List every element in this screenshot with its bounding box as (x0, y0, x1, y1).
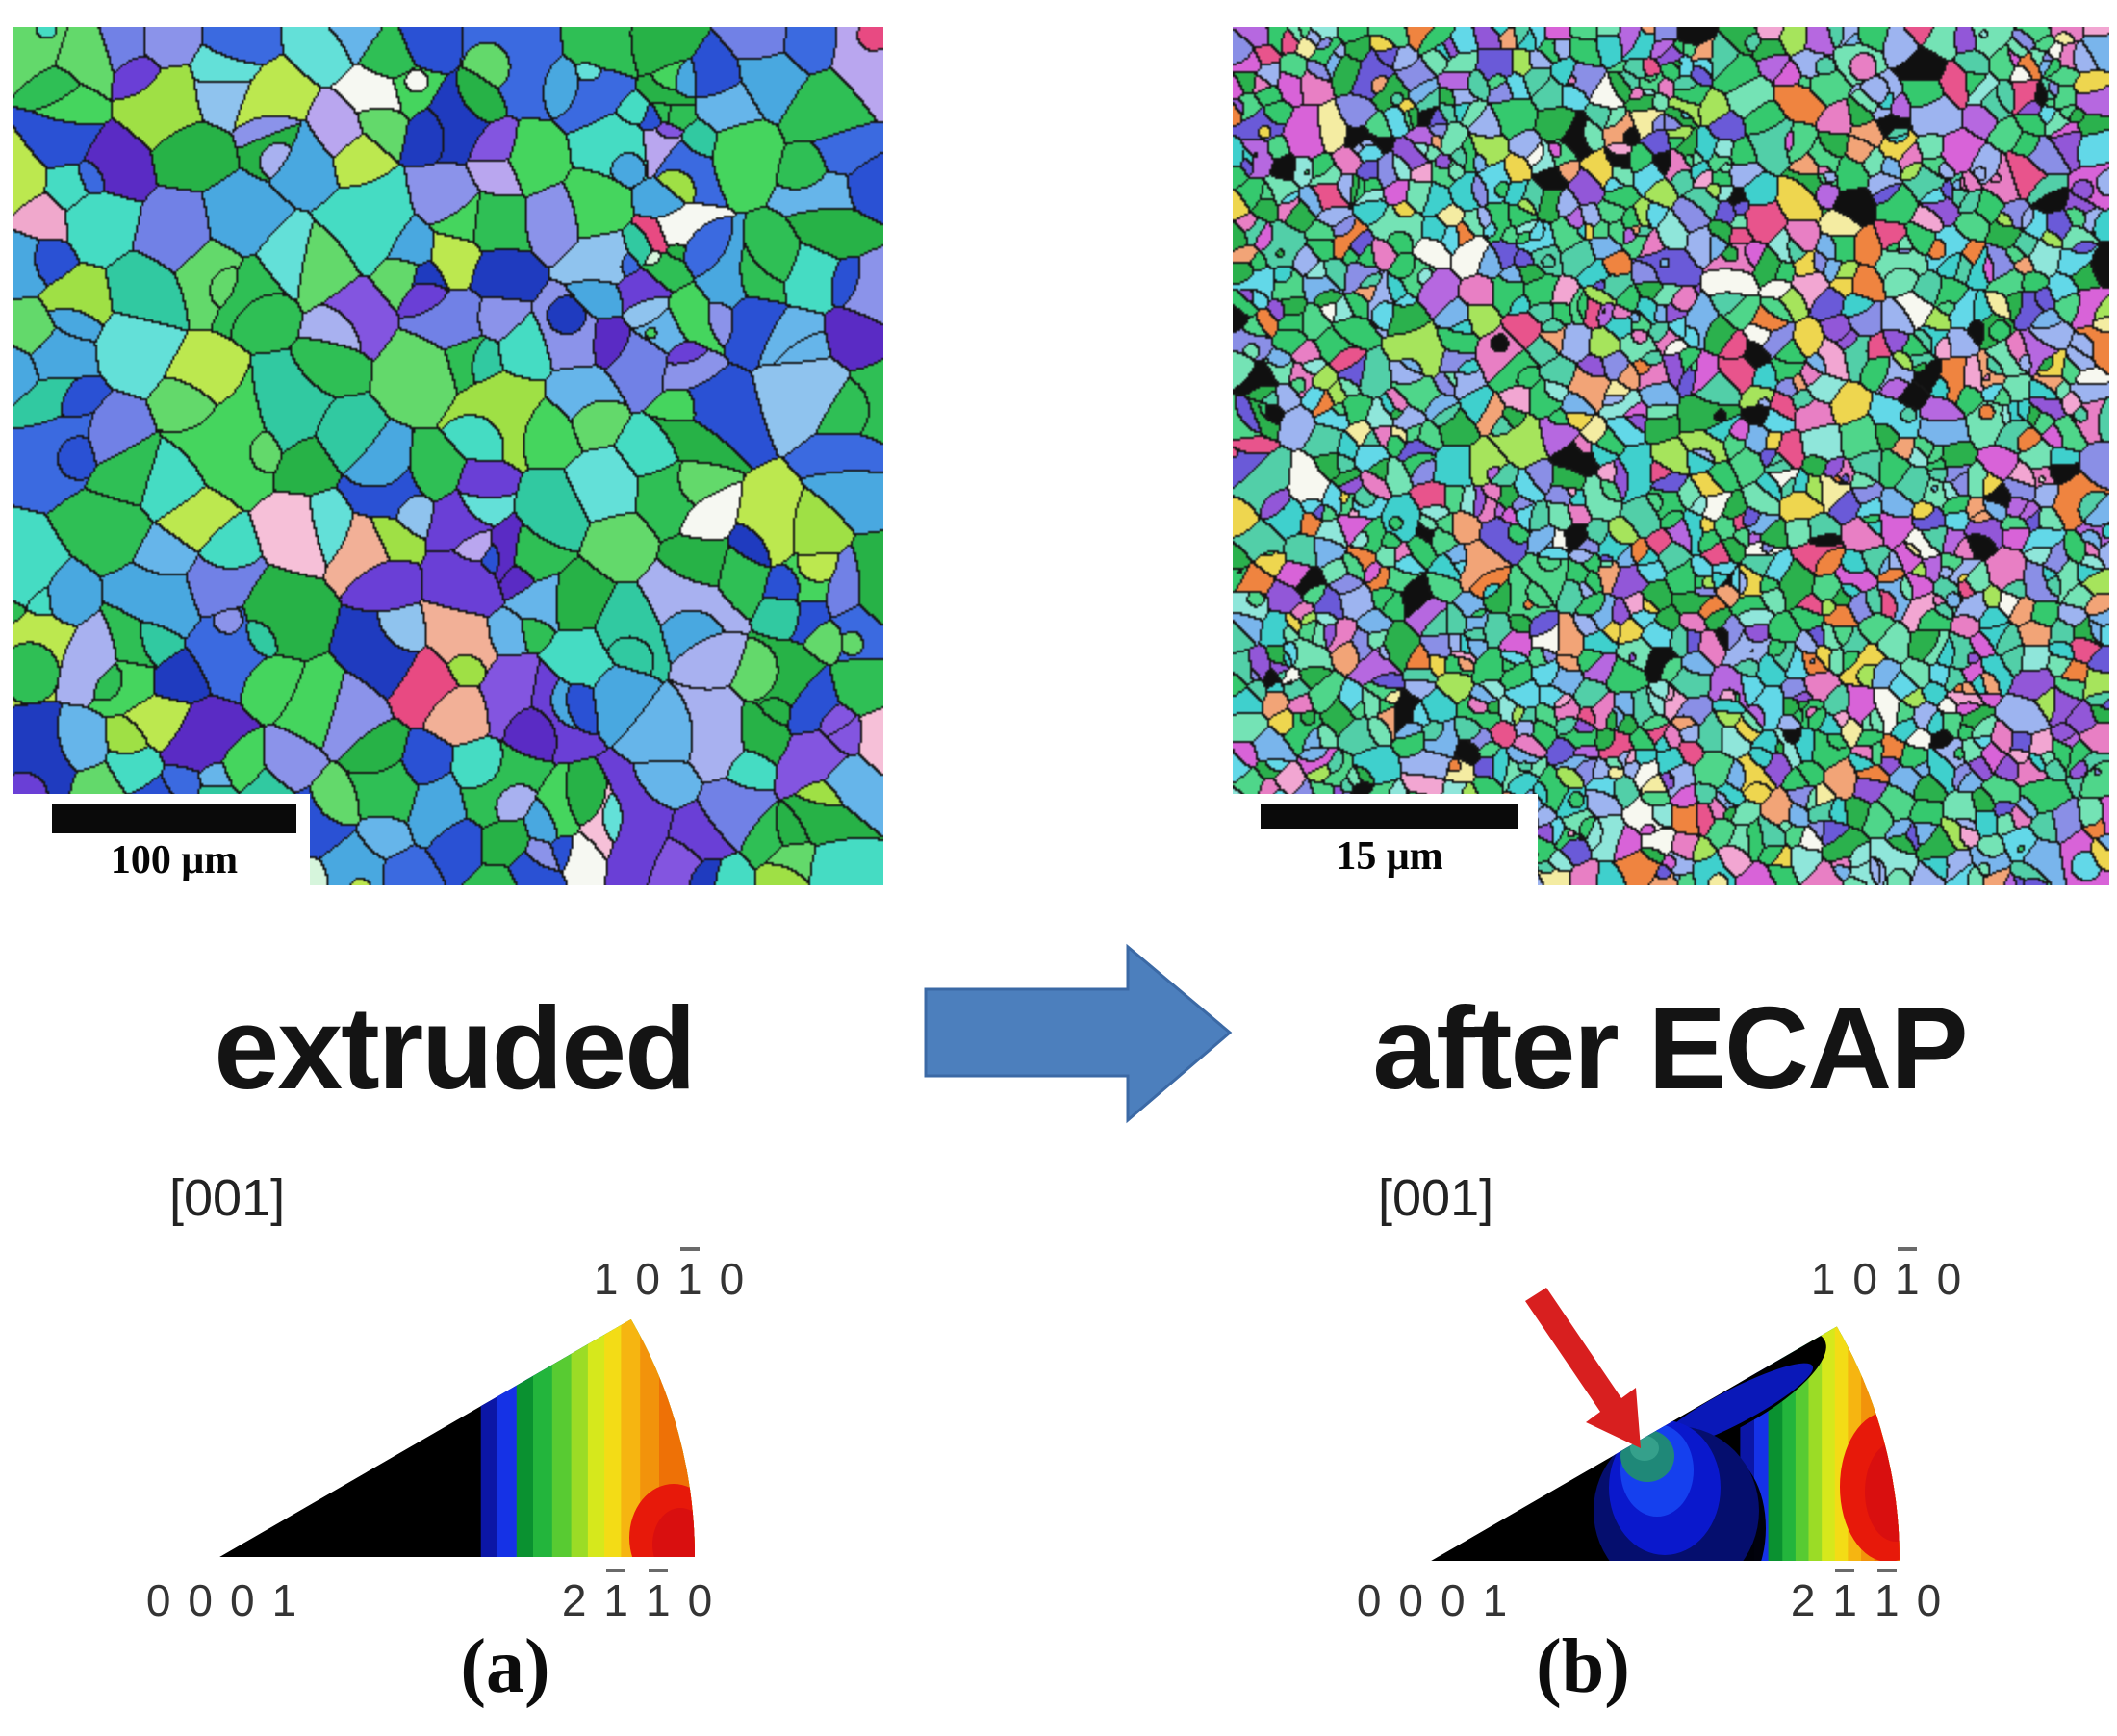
ipf-wedge-B (1431, 1326, 1900, 1561)
miller-digit: 1 (593, 1254, 619, 1304)
miller-digit: 1 (646, 1569, 671, 1625)
miller-digit: 0 (635, 1254, 660, 1304)
axis-label-a: [001] (169, 1169, 286, 1227)
scale-bar-box-a: 100 μm (13, 794, 310, 885)
scale-bar-box-b: 15 μm (1233, 794, 1538, 885)
caption-a: (a) (460, 1624, 550, 1709)
miller-digit: 1 (271, 1575, 297, 1625)
miller-digit: 0 (1936, 1254, 1962, 1304)
scale-bar-b (1261, 804, 1518, 829)
scale-bar-a (52, 804, 296, 833)
annotation-arrow-icon (1525, 1288, 1641, 1448)
miller-digit: 0 (1356, 1575, 1382, 1625)
miller-digit: 1 (1832, 1569, 1857, 1625)
miller-digit: 1 (603, 1569, 628, 1625)
caption-b: (b) (1536, 1624, 1630, 1709)
flow-arrow-icon (924, 943, 1233, 1124)
miller-digit: 1 (1875, 1569, 1900, 1625)
miller-digit: 0 (1441, 1575, 1466, 1625)
miller-digit: 0 (188, 1575, 213, 1625)
ebsd-map-extruded (13, 27, 883, 885)
miller-digit: 2 (561, 1575, 587, 1625)
miller-digit: 2 (1790, 1575, 1816, 1625)
axis-label-b: [001] (1378, 1169, 1494, 1227)
miller-digit: 0 (1852, 1254, 1877, 1304)
scale-bar-label-a: 100 μm (110, 838, 239, 882)
miller-digit: 0 (1916, 1575, 1942, 1625)
miller-digit: 1 (1810, 1254, 1836, 1304)
scale-bar-label-b: 15 μm (1336, 834, 1443, 879)
miller-digit: 1 (677, 1247, 702, 1304)
state-label-after-ecap: after ECAP (1372, 983, 1968, 1113)
miller-digit: 1 (1895, 1247, 1920, 1304)
miller-digit: 0 (1398, 1575, 1423, 1625)
ipf-wedge-A (219, 1319, 695, 1557)
miller-digit: 1 (1482, 1575, 1508, 1625)
miller-digit: 0 (687, 1575, 713, 1625)
state-label-extruded: extruded (214, 983, 696, 1113)
ebsd-map-after-ecap (1233, 27, 2109, 885)
miller-digit: 0 (719, 1254, 745, 1304)
miller-digit: 0 (230, 1575, 255, 1625)
miller-digit: 0 (145, 1575, 171, 1625)
